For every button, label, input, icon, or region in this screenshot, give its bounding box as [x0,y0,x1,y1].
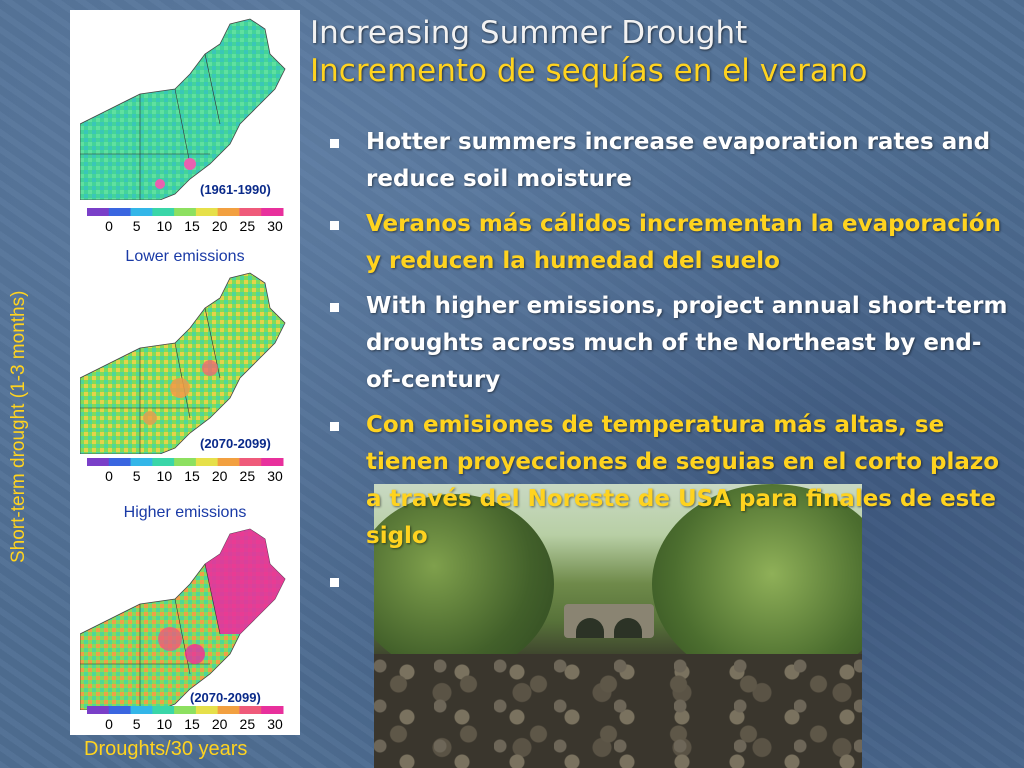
colorbar-segment [130,208,153,216]
square-bullet-icon [330,422,339,431]
bullet-item: Hotter summers increase evaporation rate… [326,124,1016,198]
drought-map-higher-emissions: (2070-2099) [80,524,290,710]
map-period-label: (2070-2099) [190,690,261,705]
colorbar-tick-label: 30 [267,716,283,732]
colorbar-segment [174,458,197,466]
dry-riverbed-photo [374,484,862,768]
colorbar-segment [87,458,110,466]
bullet-item-empty [326,563,1016,600]
colorbar-segment [195,706,219,714]
colorbar-segment [217,458,240,466]
colorbar-tick-label: 15 [184,218,200,234]
colorbar-tick-label: 5 [133,218,141,234]
colorbar-segment [217,706,240,714]
colorbar-tick-label: 25 [240,716,256,732]
bullet-text: Veranos más cálidos incrementan la evapo… [366,211,1001,274]
colorbar-segment [261,208,284,216]
square-bullet-icon [330,221,339,230]
colorbar-tick-label: 30 [267,218,283,234]
colorbar-tick-label: 25 [240,468,256,484]
colorbar-segment [239,458,262,466]
colorbar-segment [152,458,175,466]
colorbar-tick-label: 0 [105,716,113,732]
bullet-text: Hotter summers increase evaporation rate… [366,129,991,192]
colorbar-tick-label: 10 [157,716,173,732]
colorbar-segment [174,706,197,714]
colorbar-segment [217,208,240,216]
colorbar-tick-label: 25 [240,218,256,234]
colorbar-segment [195,208,219,216]
colorbar-historical: 0 5 10 15 20 25 30 [87,208,284,234]
colorbar-tick-label: 5 [133,716,141,732]
colorbar-segment [152,208,175,216]
northeast-map-icon [80,18,286,200]
title-spanish: Incremento de sequías en el verano [310,53,868,89]
colorbar-segment [130,458,153,466]
colorbar-segment [87,208,110,216]
square-bullet-icon [330,303,339,312]
colorbar-segment [108,706,132,714]
square-bullet-icon [330,139,339,148]
colorbar-segment [174,208,197,216]
scenario-label-lower: Lower emissions [125,248,245,265]
colorbar-tick-label: 20 [212,468,228,484]
bullet-item: Veranos más cálidos incrementan la evapo… [326,206,1016,280]
colorbar-segment [195,458,219,466]
northeast-map-icon [80,272,286,454]
northeast-map-icon [80,528,286,710]
bullet-text: With higher emissions, project annual sh… [366,293,1008,393]
x-axis-label: Droughts/30 years [84,738,248,760]
colorbar-segment [108,208,132,216]
drought-map-lower-emissions: (2070-2099) [80,268,290,454]
colorbar-tick-label: 30 [267,468,283,484]
colorbar-tick-label: 20 [212,716,228,732]
scenario-label-higher: Higher emissions [123,504,247,521]
bullet-item: Con emisiones de temperatura más altas, … [326,407,1016,555]
bullet-list: Hotter summers increase evaporation rate… [326,124,1016,608]
bullet-text: Con emisiones de temperatura más altas, … [366,412,1000,549]
title-english: Increasing Summer Drought [310,15,748,51]
bullet-item: With higher emissions, project annual sh… [326,288,1016,399]
colorbar-segment [152,706,175,714]
colorbar-tick-label: 5 [133,468,141,484]
slide-title: Increasing Summer Drought Incremento de … [310,14,1010,90]
colorbar-tick-label: 0 [105,218,113,234]
map-period-label: (2070-2099) [200,436,271,451]
colorbar-segment [261,706,284,714]
colorbar-tick-label: 20 [212,218,228,234]
drought-map-panel: (1961-1990) 0 5 10 15 20 25 30 Lower emissions… [70,10,300,735]
square-bullet-icon [330,578,339,587]
colorbar-tick-label: 15 [184,468,200,484]
colorbar-higher: 0 5 10 15 20 25 30 [87,706,284,732]
colorbar-tick-label: 15 [184,716,200,732]
colorbar-segment [108,458,132,466]
colorbar-tick-label: 0 [105,468,113,484]
y-axis-label: Short-term drought (1-3 months) [8,290,29,563]
map-period-label: (1961-1990) [200,182,271,197]
colorbar-segment [239,208,262,216]
colorbar-segment [239,706,262,714]
colorbar-segment [87,706,110,714]
colorbar-tick-label: 10 [157,468,173,484]
colorbar-tick-label: 10 [157,218,173,234]
colorbar-segment [130,706,153,714]
colorbar-segment [261,458,284,466]
drought-map-historical: (1961-1990) [80,14,290,200]
colorbar-lower: 0 5 10 15 20 25 30 [87,458,284,484]
